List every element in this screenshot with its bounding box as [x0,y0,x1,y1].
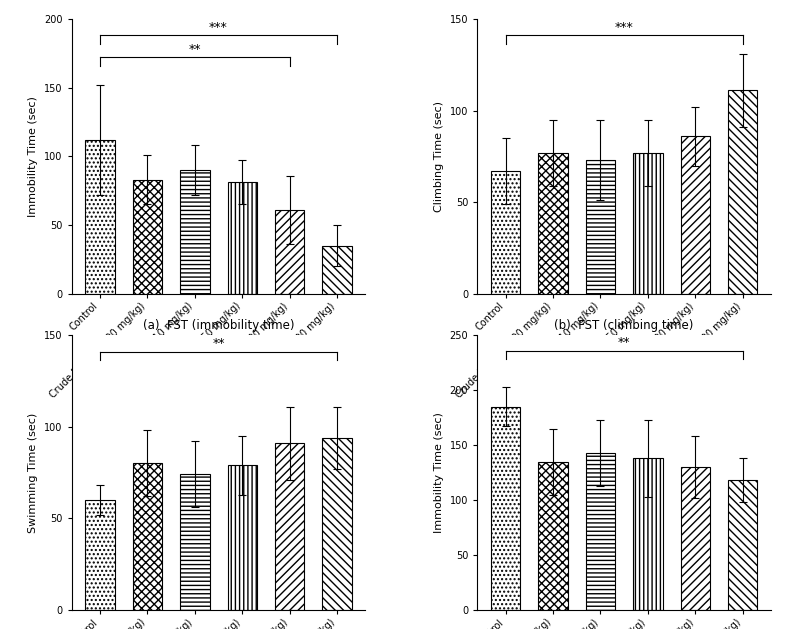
Y-axis label: Swimming Time (sec): Swimming Time (sec) [29,413,38,533]
Bar [227,182,257,294]
Text: ***: *** [209,21,228,34]
Bar [133,180,162,294]
Text: ***: *** [615,21,634,34]
Text: **: ** [618,336,630,349]
Bar [85,140,114,294]
Bar [85,500,114,610]
Bar [681,136,710,294]
Bar [180,474,210,610]
Bar [586,160,615,294]
Text: **: ** [188,43,201,56]
Bar [133,464,162,610]
Bar [633,153,662,294]
Bar [180,170,210,294]
Bar [728,481,758,610]
Y-axis label: Climbing Time (sec): Climbing Time (sec) [434,101,444,212]
Y-axis label: Immobility Time (sec): Immobility Time (sec) [434,412,444,533]
Text: (b)  FST (climbing time): (b) FST (climbing time) [554,319,694,332]
Bar [491,406,521,610]
Bar [538,153,568,294]
Bar [275,443,304,610]
Bar [586,453,615,610]
Bar [322,438,351,610]
Bar [491,171,521,294]
Bar [227,465,257,610]
Text: (a)  FST (immobility time): (a) FST (immobility time) [143,319,294,332]
Bar [322,246,351,294]
Y-axis label: Immobility Time (sec): Immobility Time (sec) [29,96,38,217]
Bar [275,210,304,294]
Bar [728,91,758,294]
Bar [538,462,568,610]
Text: **: ** [212,337,225,350]
Bar [633,459,662,610]
Bar [681,467,710,610]
